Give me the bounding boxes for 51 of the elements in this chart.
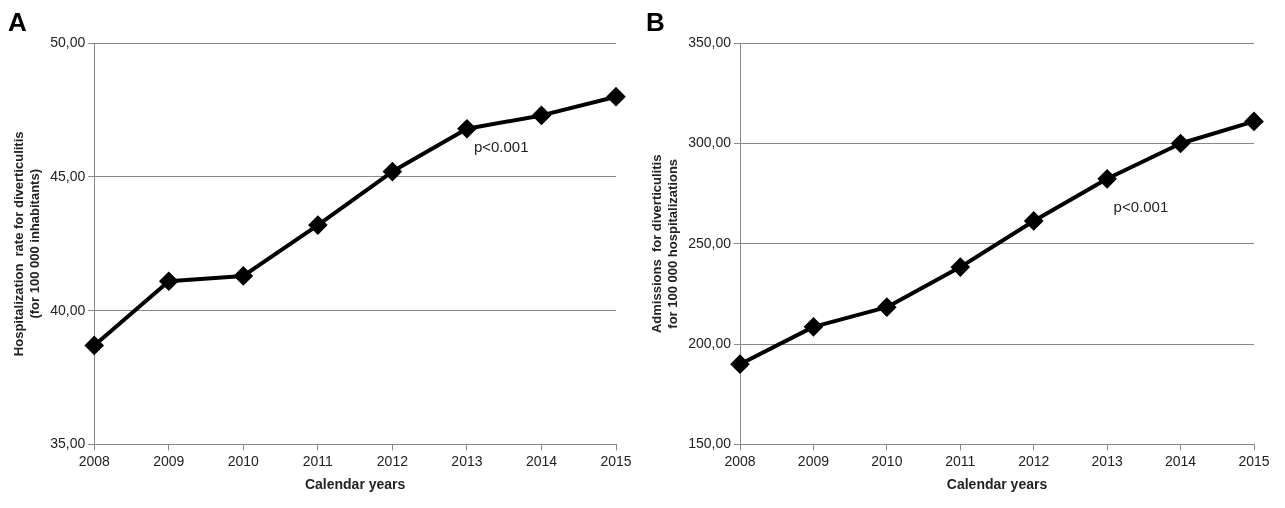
x-tick-label: 2010 xyxy=(871,452,903,469)
x-tick-label: 2011 xyxy=(945,452,976,469)
y-tick-label: 45,00 xyxy=(50,167,86,184)
x-tick-label: 2011 xyxy=(302,452,334,469)
x-tick-label: 2013 xyxy=(451,452,483,469)
point xyxy=(159,272,178,291)
text: for 100 000 hospitalizations xyxy=(664,158,680,329)
point xyxy=(532,106,551,125)
point xyxy=(1024,211,1043,230)
point xyxy=(308,216,327,235)
y-tick-label: 35,00 xyxy=(50,435,86,452)
y-tick-label: 300,00 xyxy=(688,134,732,151)
x-axis-title: Calendar years xyxy=(946,476,1048,493)
point xyxy=(383,162,402,181)
text: Hospitalization rate for diverticulitis xyxy=(11,131,27,357)
y-tick-label: 150,00 xyxy=(688,435,732,452)
x-axis-title: Calendar years xyxy=(304,476,406,493)
text: (for 100 000 inhabitants) xyxy=(26,169,42,319)
point xyxy=(951,258,970,277)
chart-title: B xyxy=(646,6,665,37)
annotation: p<0.001 xyxy=(473,137,529,155)
x-tick-label: 2008 xyxy=(724,452,756,469)
x-tick-label: 2009 xyxy=(153,452,185,469)
annotation: p<0.001 xyxy=(1113,197,1169,215)
chart-title: A xyxy=(8,6,27,37)
x-tick-label: 2010 xyxy=(227,452,260,469)
y-tick-label: 40,00 xyxy=(50,301,86,318)
y-tick-label: 250,00 xyxy=(688,234,732,251)
x-tick-label: 2009 xyxy=(797,452,830,469)
point xyxy=(804,317,823,336)
x-tick-label: 2015 xyxy=(600,452,632,469)
point xyxy=(731,355,750,374)
point xyxy=(1245,112,1263,131)
x-tick-label: 2014 xyxy=(525,452,558,469)
point xyxy=(234,266,253,285)
point xyxy=(877,298,896,317)
x-tick-label: 2015 xyxy=(1238,452,1270,469)
y-tick-label: 200,00 xyxy=(688,334,732,351)
point xyxy=(607,87,625,106)
x-tick-label: 2012 xyxy=(376,452,409,469)
x-tick-label: 2013 xyxy=(1091,452,1123,469)
x-tick-label: 2008 xyxy=(78,452,111,469)
x-tick-label: 2014 xyxy=(1165,452,1197,469)
x-tick-label: 2012 xyxy=(1018,452,1050,469)
point xyxy=(1171,134,1190,153)
point xyxy=(85,336,104,355)
point xyxy=(1098,169,1117,188)
y-tick-label: 50,00 xyxy=(50,34,86,51)
text: Admissions for diverticulitis xyxy=(649,154,665,334)
y-tick-label: 350,00 xyxy=(688,34,732,51)
point xyxy=(457,119,476,138)
